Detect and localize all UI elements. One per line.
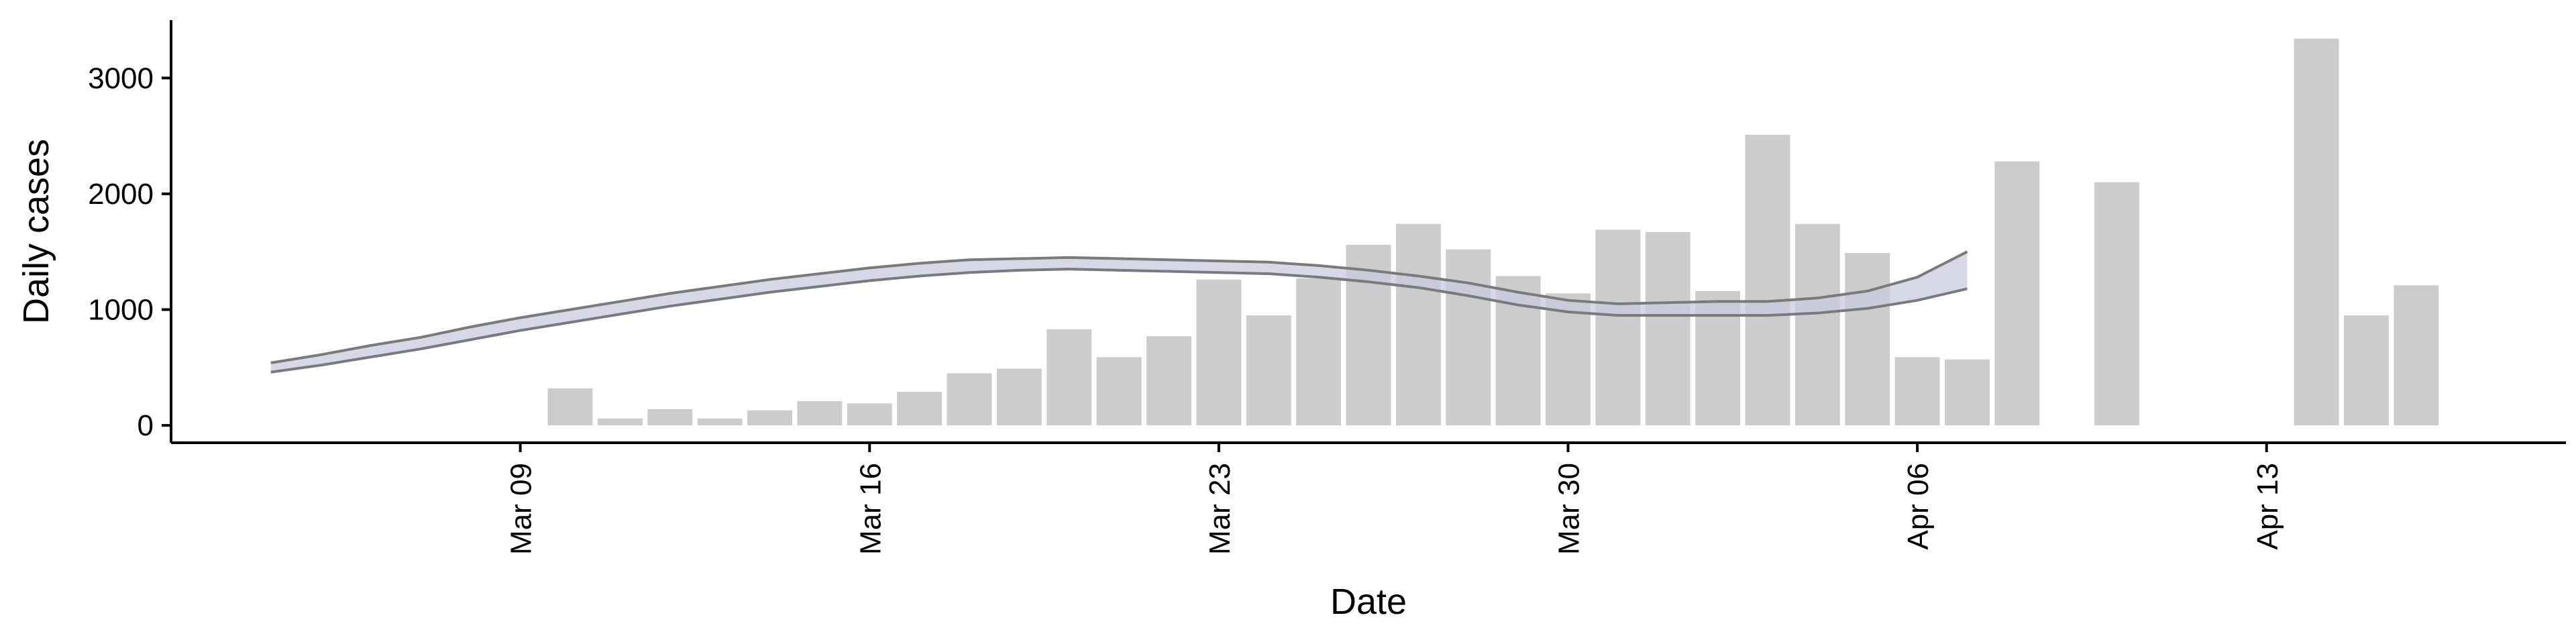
x-tick-label: Mar 23 [1203,463,1236,555]
bar-2020-04-01 [1645,231,1690,426]
bar-2020-03-12 [647,409,693,426]
bar-2020-04-16 [2394,285,2439,426]
bar-2020-03-13 [697,418,743,426]
y-axis-ticks: 0 1000 2000 3000 [88,62,171,442]
bar-2020-03-20 [1046,329,1092,426]
bar-2020-03-16 [847,403,892,426]
y-tick-label: 3000 [88,62,154,95]
x-tick-label: Apr 06 [1902,463,1935,550]
band-lower-line [270,268,1968,374]
bar-2020-03-18 [947,373,992,426]
bar-2020-04-15 [2344,315,2389,426]
bar-2020-04-08 [1994,161,2040,426]
x-tick-label: Mar 30 [1553,463,1586,555]
y-axis-title: Daily cases [16,139,56,324]
bar-2020-03-10 [547,388,593,426]
estimate-band [270,250,1968,374]
bar-2020-03-23 [1196,279,1242,426]
bar-2020-04-06 [1894,357,1940,426]
band-upper-line [270,250,1968,364]
x-axis-title: Date [1330,582,1407,622]
y-tick-label: 2000 [88,178,154,211]
axes [170,20,2566,444]
bar-2020-03-17 [897,392,943,426]
bar-2020-04-03 [1745,134,1790,426]
x-axis-ticks: Mar 09 Mar 16 Mar 23 Mar 30 Apr 06 Apr 13 [505,443,2284,555]
y-tick-label: 1000 [88,294,154,327]
bar-2020-04-10 [2094,182,2140,426]
bar-2020-03-15 [797,400,843,426]
x-tick-label: Mar 09 [505,463,538,555]
bar-2020-03-31 [1595,229,1641,426]
bar-2020-03-25 [1296,278,1342,426]
bar-2020-04-07 [1945,359,1990,426]
bar-series [547,38,2439,426]
bar-2020-03-24 [1246,315,1291,426]
bar-2020-04-04 [1794,223,1840,426]
bar-2020-03-21 [1096,357,1142,426]
band-fill [270,252,1968,372]
bar-2020-04-05 [1845,252,1890,426]
bar-2020-03-30 [1546,293,1591,426]
bar-2020-04-14 [2294,38,2339,426]
y-tick-label: 0 [138,409,154,442]
bar-2020-03-22 [1146,336,1191,426]
bar-2020-03-14 [747,410,792,426]
bar-2020-03-19 [996,368,1042,426]
bar-2020-03-11 [597,418,643,426]
x-tick-label: Mar 16 [854,463,887,555]
bar-2020-03-27 [1395,223,1441,426]
x-tick-label: Apr 13 [2251,463,2284,550]
bar-2020-03-28 [1446,249,1491,426]
